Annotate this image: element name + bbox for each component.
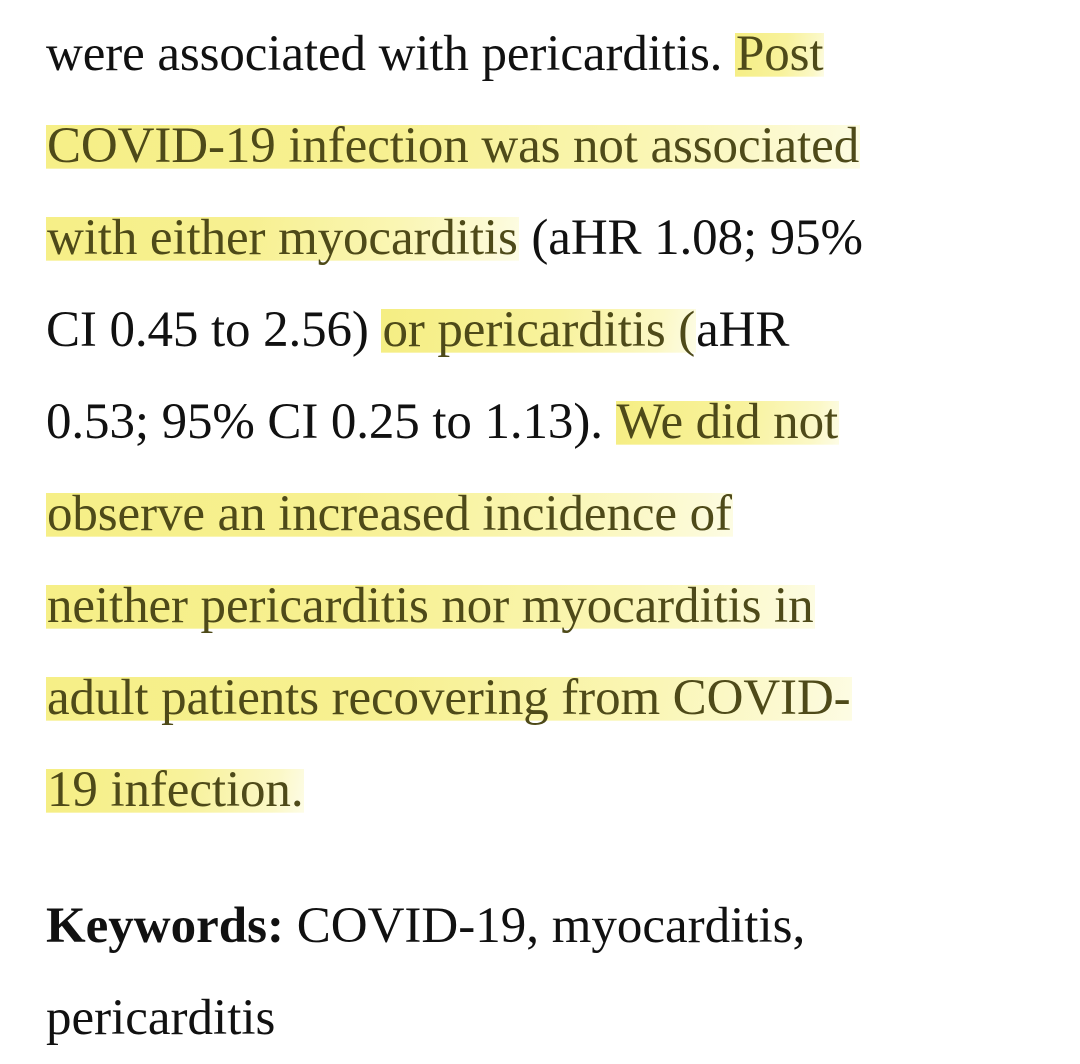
text-line: were associated with pericarditis. Post (46, 8, 1080, 100)
text-line: adult patients recovering from COVID- (46, 652, 1080, 744)
plain-text-run-after: aHR (696, 302, 790, 358)
highlighted-text-run[interactable]: or pericarditis ( (381, 302, 697, 358)
highlighted-text-run[interactable]: 19 infection. (46, 762, 305, 818)
text-line: 0.53; 95% CI 0.25 to 1.13). We did not (46, 376, 1080, 468)
keywords-line-1: Keywords: COVID-19, myocarditis, (46, 880, 805, 972)
keywords-values-line-2: pericarditis (46, 990, 276, 1046)
highlighted-text-run[interactable]: observe an increased incidence of (46, 486, 733, 542)
keywords-values-line-1: COVID-19, myocarditis, (283, 898, 806, 954)
text-line: CI 0.45 to 2.56) or pericarditis (aHR (46, 284, 1080, 376)
highlighted-text-run[interactable]: We did not (615, 394, 840, 450)
text-line: COVID-19 infection was not associated (46, 100, 1080, 192)
plain-text-run: were associated with pericarditis. (46, 26, 735, 82)
plain-text-run: CI 0.45 to 2.56) (46, 302, 382, 358)
keywords-line-2: pericarditis (46, 972, 275, 1064)
text-line: with either myocarditis (aHR 1.08; 95% (46, 192, 1080, 284)
plain-text-run-after: (aHR 1.08; 95% (518, 210, 863, 266)
highlighted-text-run[interactable]: neither pericarditis nor myocarditis in (46, 578, 815, 634)
text-line: neither pericarditis nor myocarditis in (46, 560, 1080, 652)
highlighted-text-run[interactable]: Post (735, 26, 825, 82)
highlighted-text-run[interactable]: with either myocarditis (46, 210, 519, 266)
keywords-label: Keywords: (46, 898, 284, 954)
plain-text-run: 0.53; 95% CI 0.25 to 1.13). (46, 394, 616, 450)
highlighted-text-run[interactable]: adult patients recovering from COVID- (46, 670, 852, 726)
text-line: 19 infection. (46, 744, 1080, 836)
highlighted-text-run[interactable]: COVID-19 infection was not associated (46, 118, 861, 174)
text-line: observe an increased incidence of (46, 468, 1080, 560)
